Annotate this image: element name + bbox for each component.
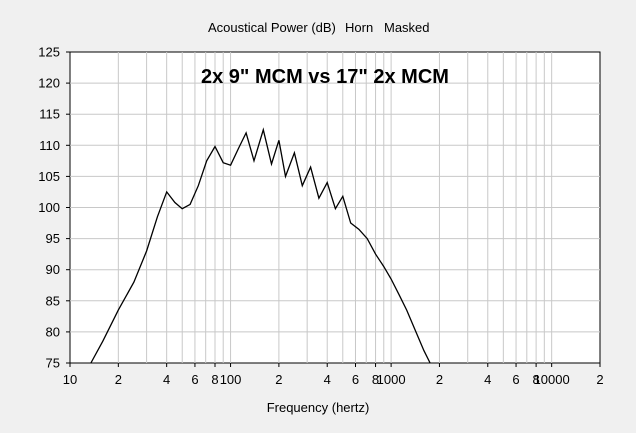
x-tick-label: 2 <box>436 372 443 387</box>
series-line <box>90 127 431 364</box>
x-tick-label: 2 <box>275 372 282 387</box>
y-axis-ticks: 125 120 115 110 105 100 95 90 85 80 75 <box>38 45 70 371</box>
grid <box>70 52 600 363</box>
x-tick-label: 6 <box>512 372 519 387</box>
y-tick-label: 105 <box>38 169 60 184</box>
header-masked: Masked <box>384 20 430 35</box>
header-measure: Acoustical Power (dB) <box>208 20 336 35</box>
x-tick-label: 4 <box>324 372 331 387</box>
y-tick-label: 115 <box>39 107 60 122</box>
y-tick-label: 90 <box>46 262 60 277</box>
y-tick-label: 120 <box>38 76 60 91</box>
y-tick-label: 125 <box>38 45 60 60</box>
x-tick-label: 4 <box>163 372 170 387</box>
x-tick-label: 100 <box>220 372 242 387</box>
x-tick-label: 1000 <box>377 372 406 387</box>
y-tick-label: 75 <box>46 356 60 371</box>
x-tick-label: 8 <box>532 372 539 387</box>
y-tick-label: 80 <box>46 324 60 339</box>
x-tick-label: 6 <box>191 372 198 387</box>
x-tick-label: 4 <box>484 372 491 387</box>
x-tick-label: 8 <box>372 372 379 387</box>
x-tick-label: 10000 <box>534 372 570 387</box>
y-tick-label: 100 <box>38 200 60 215</box>
header-mode: Horn <box>345 20 373 35</box>
y-tick-label: 110 <box>39 138 60 153</box>
x-tick-label: 8 <box>211 372 218 387</box>
x-axis-label: Frequency (hertz) <box>267 400 370 415</box>
x-tick-label: 10 <box>63 372 77 387</box>
x-tick-label: 6 <box>352 372 359 387</box>
x-tick-label: 2 <box>115 372 122 387</box>
y-tick-label: 85 <box>46 293 60 308</box>
y-tick-label: 95 <box>46 231 60 246</box>
x-tick-label: 2 <box>596 372 603 387</box>
chart-annotation: 2x 9" MCM vs 17" 2x MCM <box>201 66 449 88</box>
